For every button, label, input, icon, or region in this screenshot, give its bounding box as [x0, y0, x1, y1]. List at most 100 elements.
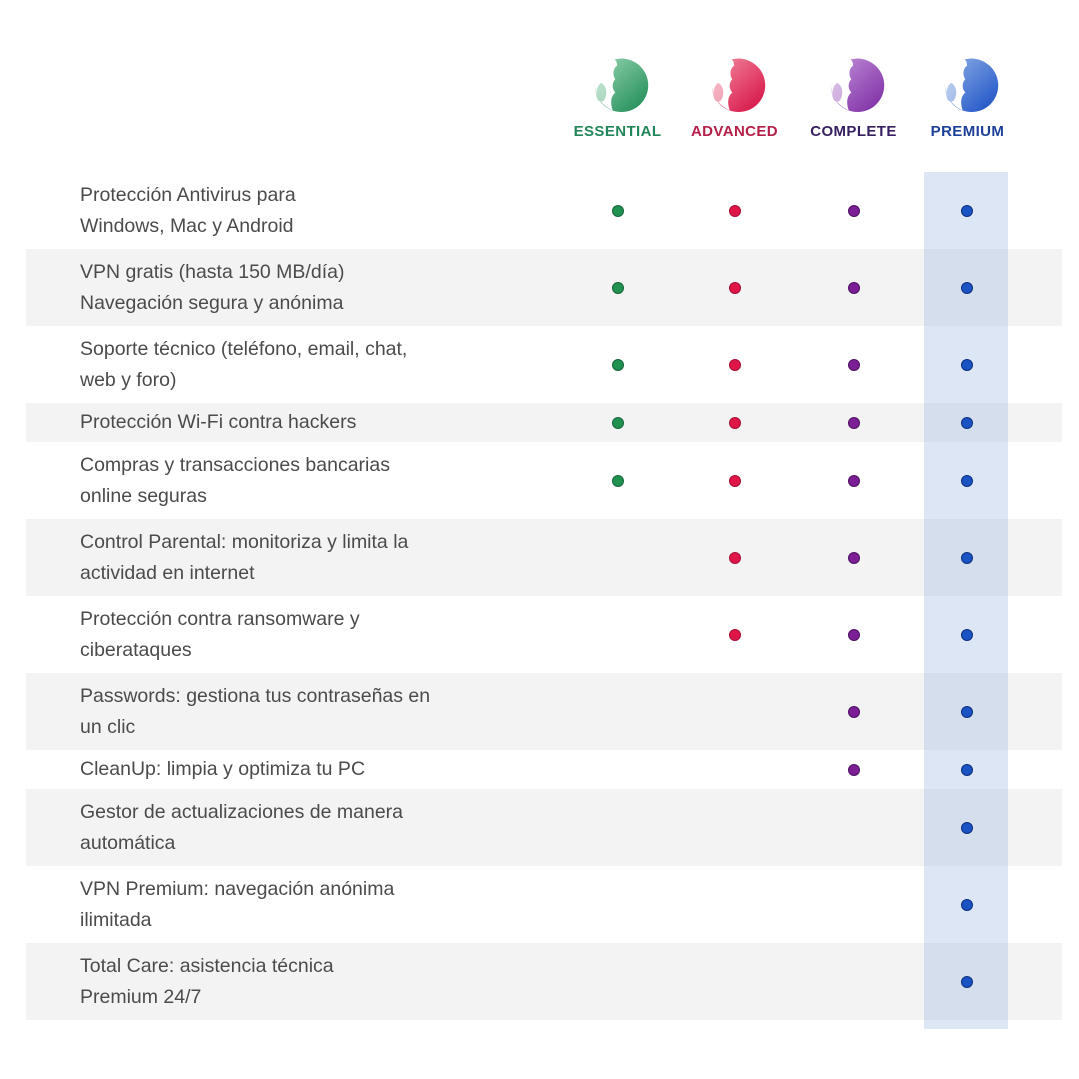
plan-name-complete: COMPLETE — [810, 123, 897, 140]
availability-dot — [728, 204, 741, 217]
feature-line: Total Care: asistencia técnica — [80, 954, 334, 977]
feature-line: Premium 24/7 — [80, 985, 202, 1008]
cell-essential — [560, 866, 675, 943]
cell-advanced — [675, 172, 794, 249]
availability-dot — [961, 821, 973, 834]
cell-advanced — [675, 943, 794, 1020]
cell-advanced — [675, 326, 794, 403]
cell-complete — [794, 866, 913, 943]
plan-name-essential: ESSENTIAL — [573, 123, 662, 140]
cell-complete — [794, 596, 913, 673]
feature-line: Control Parental: monitoriza y limita la — [80, 530, 409, 553]
feature-line: Protección contra ransomware y — [80, 607, 360, 630]
cell-premium — [913, 172, 1021, 249]
table-row: Passwords: gestiona tus contraseñas en u… — [26, 673, 1062, 750]
availability-dot — [611, 416, 624, 429]
feature-line: Protección Antivirus para — [80, 183, 296, 206]
feature-line: Compras y transacciones bancarias — [80, 453, 390, 476]
feature-line: Passwords: gestiona tus contraseñas en — [80, 684, 431, 707]
cell-premium — [913, 249, 1021, 326]
feature-label: Passwords: gestiona tus contraseñas en u… — [26, 681, 560, 743]
availability-dot — [961, 763, 973, 776]
table-row: Protección Wi-Fi contra hackers — [26, 403, 1062, 442]
feature-line: Gestor de actualizaciones de manera — [80, 800, 404, 823]
feature-line: Navegación segura y anónima — [80, 291, 344, 314]
feature-line: un clic — [80, 715, 136, 738]
cell-essential — [560, 172, 675, 249]
table-row: Control Parental: monitoriza y limita la… — [26, 519, 1062, 596]
cell-premium — [913, 750, 1021, 789]
cell-advanced — [675, 403, 794, 442]
feature-line: online seguras — [80, 484, 207, 507]
cell-advanced — [675, 249, 794, 326]
cell-advanced — [675, 673, 794, 750]
availability-dot — [611, 474, 624, 487]
cell-complete — [794, 673, 913, 750]
availability-dot — [961, 898, 973, 911]
availability-dot — [847, 281, 860, 294]
cell-premium — [913, 866, 1021, 943]
table-row: CleanUp: limpia y optimiza tu PC — [26, 750, 1062, 789]
availability-dot — [728, 628, 741, 641]
cell-premium — [913, 596, 1021, 673]
feature-line: Soporte técnico (teléfono, email, chat, — [80, 337, 408, 360]
premium-highlight-band — [924, 172, 1008, 1029]
cell-essential — [560, 442, 675, 519]
availability-dot — [961, 204, 973, 217]
availability-dot — [961, 281, 973, 294]
availability-dot — [611, 281, 624, 294]
plan-header-essential: ESSENTIAL — [560, 56, 675, 140]
availability-dot — [728, 416, 741, 429]
cell-essential — [560, 249, 675, 326]
plan-header-premium: PREMIUM — [913, 56, 1022, 140]
cell-essential — [560, 750, 675, 789]
cell-premium — [913, 673, 1021, 750]
comparison-table: Protección Antivirus para Windows, Mac y… — [26, 172, 1062, 1029]
cell-essential — [560, 596, 675, 673]
cell-complete — [794, 519, 913, 596]
plan-name-premium: PREMIUM — [930, 123, 1005, 140]
cell-advanced — [675, 519, 794, 596]
table-row: Compras y transacciones bancarias online… — [26, 442, 1062, 519]
cell-advanced — [675, 750, 794, 789]
availability-dot — [961, 975, 973, 988]
cell-complete — [794, 943, 913, 1020]
feature-line: VPN gratis (hasta 150 MB/día) — [80, 260, 345, 283]
feature-line: web y foro) — [80, 368, 177, 391]
cell-premium — [913, 403, 1021, 442]
availability-dot — [728, 358, 741, 371]
cell-advanced — [675, 866, 794, 943]
panda-logo-advanced — [711, 58, 765, 112]
table-row: Gestor de actualizaciones de manera auto… — [26, 789, 1062, 866]
cell-complete — [794, 789, 913, 866]
feature-line: Protección Wi-Fi contra hackers — [80, 411, 357, 433]
availability-dot — [961, 628, 973, 641]
cell-premium — [913, 326, 1021, 403]
feature-label: Soporte técnico (teléfono, email, chat, … — [26, 334, 560, 396]
availability-dot — [961, 551, 973, 564]
availability-dot — [847, 763, 860, 776]
cell-premium — [913, 943, 1021, 1020]
plan-header-advanced: ADVANCED — [675, 56, 794, 140]
feature-label: Total Care: asistencia técnica Premium 2… — [26, 951, 560, 1013]
feature-label: VPN gratis (hasta 150 MB/día) Navegación… — [26, 257, 560, 319]
availability-dot — [961, 358, 973, 371]
cell-complete — [794, 326, 913, 403]
feature-line: CleanUp: limpia y optimiza tu PC — [80, 758, 366, 780]
availability-dot — [847, 551, 860, 564]
feature-label: Control Parental: monitoriza y limita la… — [26, 527, 560, 589]
availability-dot — [611, 204, 624, 217]
availability-dot — [847, 358, 860, 371]
availability-dot — [728, 551, 741, 564]
cell-essential — [560, 673, 675, 750]
cell-premium — [913, 519, 1021, 596]
availability-dot — [961, 416, 973, 429]
cell-advanced — [675, 789, 794, 866]
feature-line: Windows, Mac y Android — [80, 214, 294, 237]
availability-dot — [847, 474, 860, 487]
feature-label: VPN Premium: navegación anónima ilimitad… — [26, 874, 560, 936]
table-row: Total Care: asistencia técnica Premium 2… — [26, 943, 1062, 1020]
cell-advanced — [675, 442, 794, 519]
cell-essential — [560, 326, 675, 403]
